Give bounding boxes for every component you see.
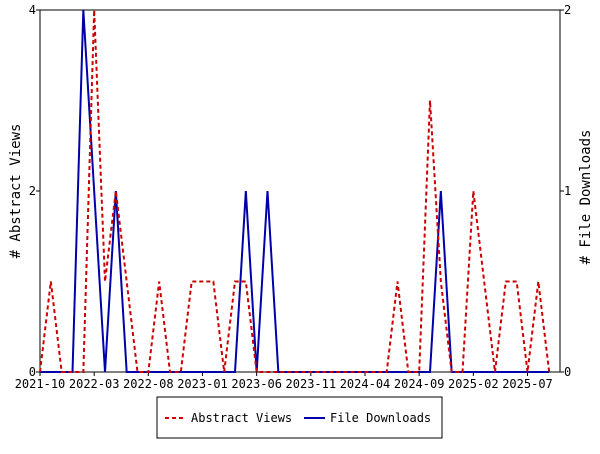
y-left-tick-label: 0	[29, 365, 36, 379]
x-tick-label: 2023-01	[177, 377, 228, 391]
x-tick-label: 2024-09	[394, 377, 445, 391]
y-right-tick-label: 2	[564, 3, 571, 17]
y-right-tick-label: 1	[564, 184, 571, 198]
y-left-tick-label: 2	[29, 184, 36, 198]
legend-box	[156, 396, 443, 439]
legend-label-abstract-views: Abstract Views	[191, 411, 292, 425]
y-left-tick-labels: 0 2 4	[29, 3, 36, 379]
y-right-tick-label: 0	[564, 365, 571, 379]
x-tick-label: 2023-11	[286, 377, 337, 391]
x-tick-label: 2023-06	[231, 377, 282, 391]
x-tick-labels: 2021-10 2022-03 2022-08 2023-01 2023-06 2023-…	[15, 377, 553, 391]
legend: Abstract Views File Downloads	[156, 396, 443, 439]
y-right-axis-title: # File Downloads	[578, 130, 594, 265]
x-tick-label: 2025-07	[502, 377, 553, 391]
series-line-abstract-views	[39, 9, 551, 373]
x-tick-label: 2021-10	[15, 377, 66, 391]
y-left-tick-label: 4	[29, 3, 36, 17]
y-left-axis-title: # Abstract Views	[8, 124, 24, 259]
x-tick-label: 2025-02	[448, 377, 499, 391]
x-tick-label: 2024-04	[340, 377, 391, 391]
y-right-tick-labels: 0 1 2	[564, 3, 571, 379]
series-lines	[39, 9, 551, 373]
legend-label-file-downloads: File Downloads	[330, 411, 431, 425]
x-tick-label: 2022-08	[123, 377, 174, 391]
x-tick-label: 2022-03	[69, 377, 120, 391]
plot-area	[39, 9, 561, 373]
